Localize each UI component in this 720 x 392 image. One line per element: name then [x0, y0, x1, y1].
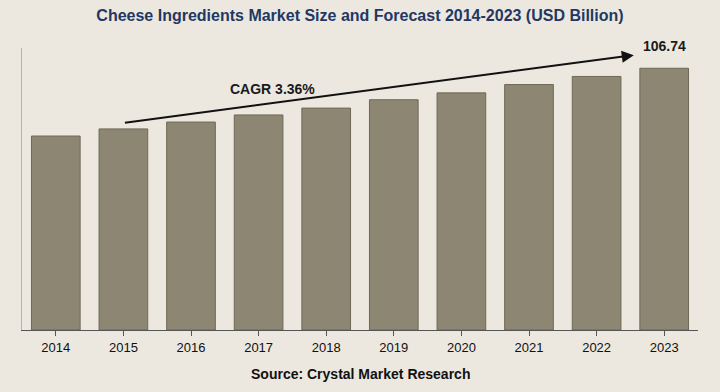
- svg-text:106.74: 106.74: [643, 38, 686, 54]
- svg-text:2016: 2016: [177, 340, 206, 355]
- svg-text:Cheese Ingredients Market Size: Cheese Ingredients Market Size and Forec…: [96, 7, 623, 24]
- svg-text:2019: 2019: [379, 340, 408, 355]
- svg-text:2017: 2017: [244, 340, 273, 355]
- svg-text:2020: 2020: [447, 340, 476, 355]
- svg-text:2021: 2021: [515, 340, 544, 355]
- svg-text:2023: 2023: [650, 340, 679, 355]
- svg-text:Source: Crystal Market Researc: Source: Crystal Market Research: [251, 366, 470, 382]
- svg-text:2022: 2022: [582, 340, 611, 355]
- svg-text:2018: 2018: [312, 340, 341, 355]
- svg-text:2014: 2014: [41, 340, 70, 355]
- svg-text:2015: 2015: [109, 340, 138, 355]
- svg-text:CAGR 3.36%: CAGR 3.36%: [230, 81, 315, 97]
